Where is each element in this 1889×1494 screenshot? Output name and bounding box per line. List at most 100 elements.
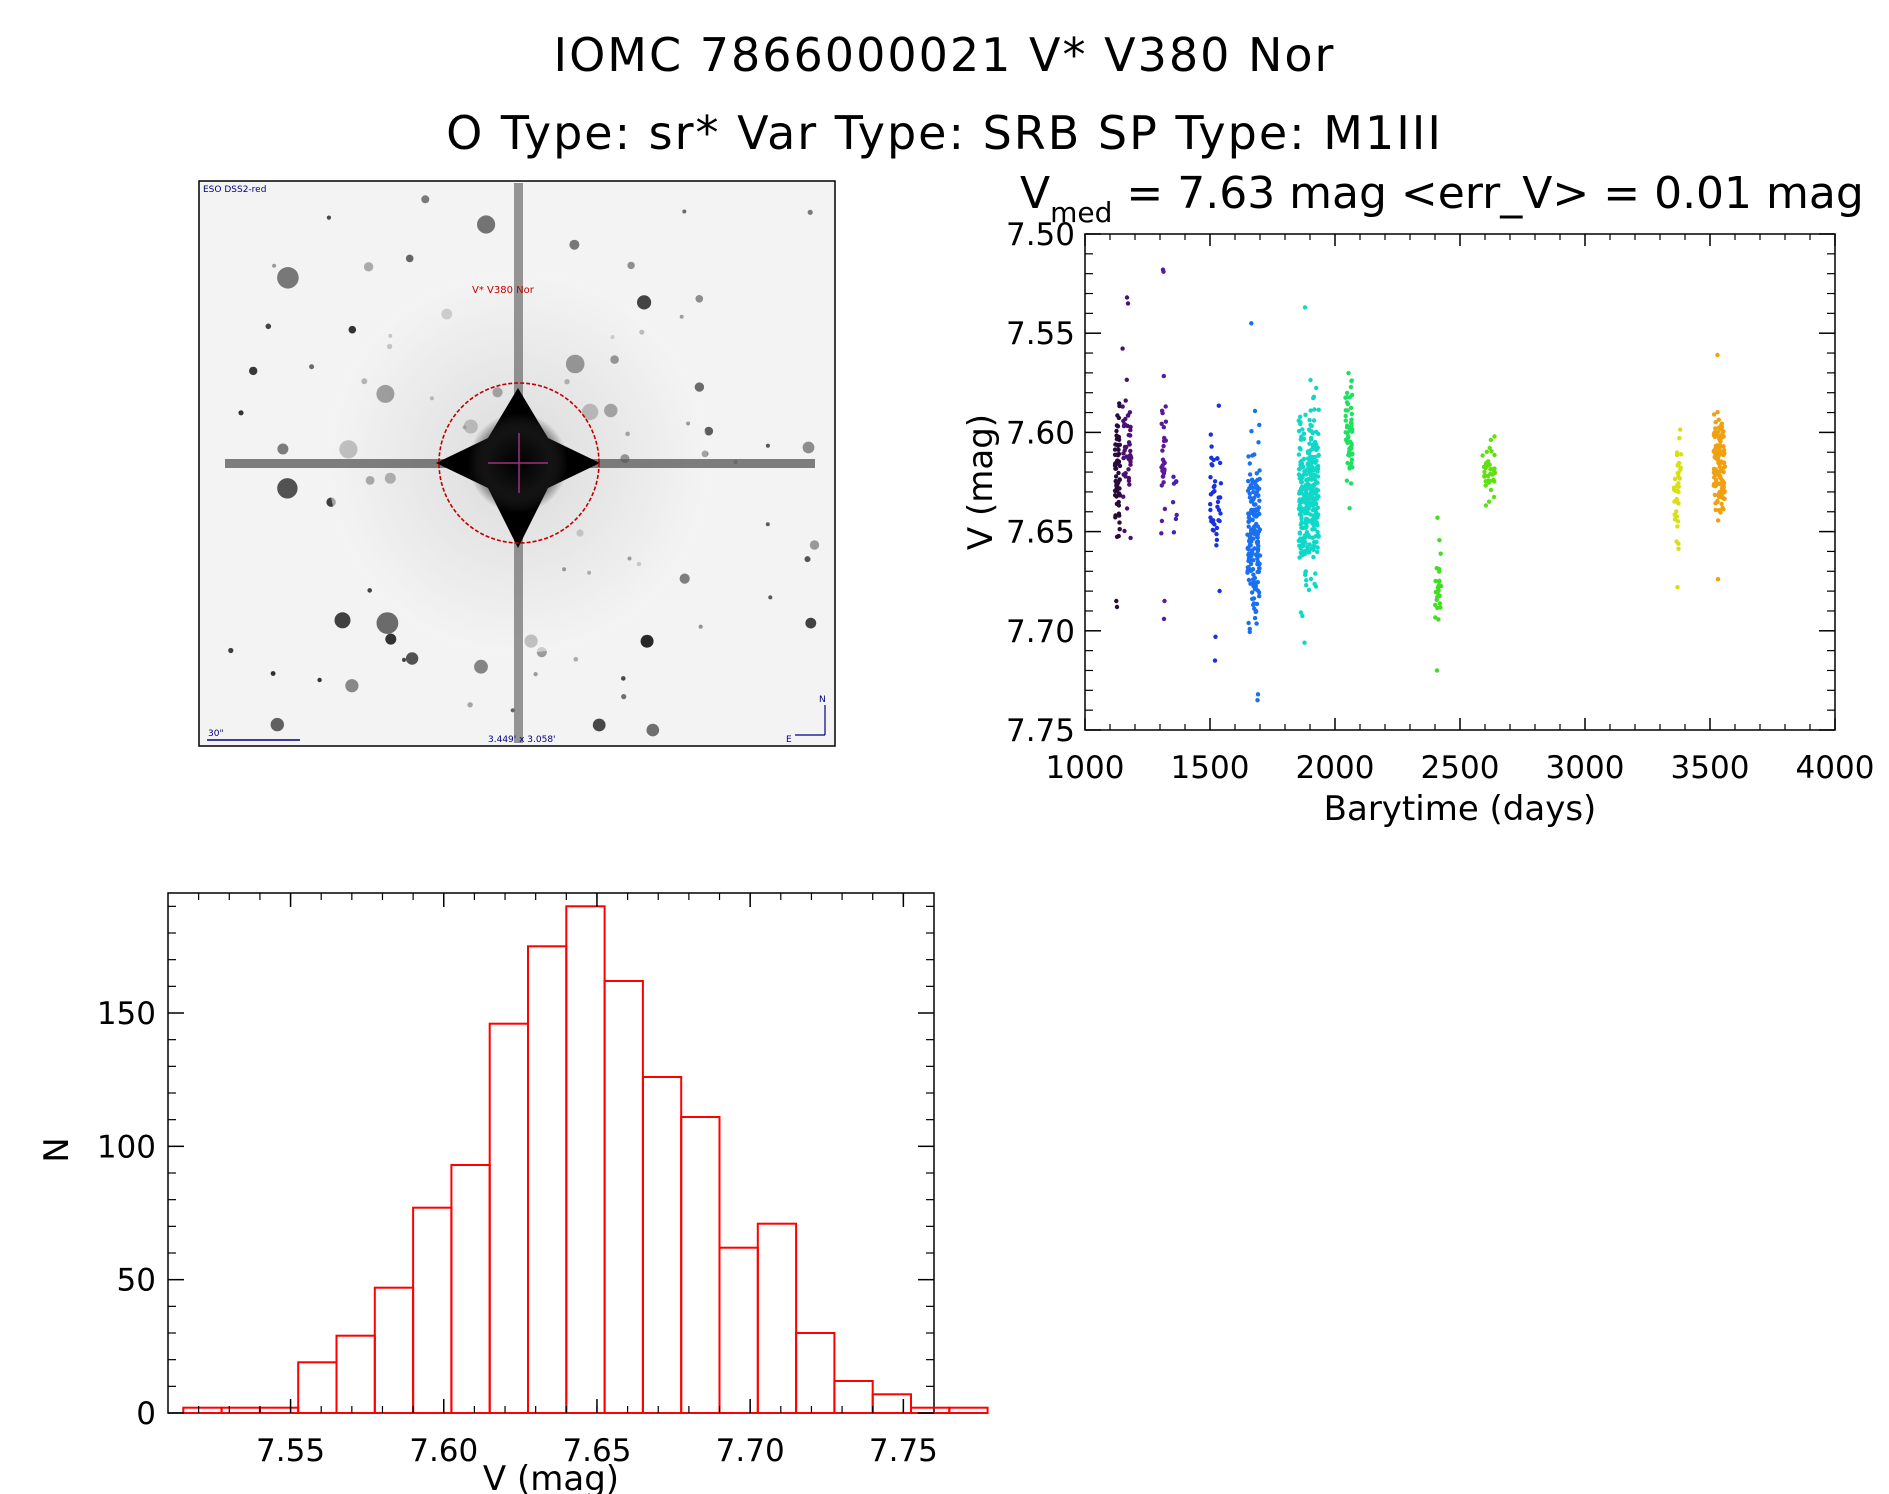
lc-point: [1722, 496, 1727, 501]
lc-point: [1116, 451, 1122, 457]
hist-bar: [795, 1332, 836, 1414]
field-star: [421, 195, 430, 204]
lc-point: [1721, 486, 1726, 491]
lc-point: [1712, 482, 1717, 487]
lc-point: [1128, 535, 1133, 541]
lc-point: [1311, 474, 1317, 479]
lc-point: [1127, 482, 1132, 487]
lc-point: [1300, 613, 1305, 619]
lc-point: [1117, 513, 1122, 518]
lc-point: [1435, 594, 1440, 600]
field-star: [270, 717, 284, 732]
lc-point: [1297, 491, 1302, 496]
lc-point: [1249, 590, 1255, 595]
lc-point: [1486, 459, 1491, 464]
lc-point: [1214, 531, 1219, 537]
hist-bar: [833, 1380, 874, 1414]
lc-point: [1161, 425, 1167, 430]
field-star: [265, 323, 272, 330]
lc-point: [1246, 519, 1252, 524]
lc-point: [1715, 410, 1720, 415]
lc-point: [1308, 576, 1314, 582]
lc-point: [1304, 467, 1310, 473]
lc-point: [1346, 370, 1351, 376]
lc-point: [1711, 412, 1717, 417]
lc-point: [1488, 437, 1494, 443]
lc-point: [1305, 517, 1310, 522]
lc-point: [1161, 480, 1166, 485]
lc-point: [1120, 346, 1125, 351]
lc-point: [1209, 462, 1214, 467]
lc-point: [1712, 447, 1717, 453]
lc-point: [1162, 598, 1167, 604]
lc-point: [1675, 524, 1680, 529]
lc-point: [1483, 465, 1488, 471]
lc-point: [1246, 512, 1252, 517]
lc-point: [1716, 459, 1722, 464]
lc-point: [1246, 524, 1251, 529]
lc-point: [1315, 474, 1321, 479]
lc-point: [1126, 467, 1131, 472]
field-star: [704, 426, 714, 436]
lc-point: [1674, 488, 1679, 494]
lc-point: [1721, 465, 1727, 470]
lc-point: [1306, 549, 1312, 554]
lc-title-v: V: [1020, 168, 1050, 219]
hist-bar: [182, 1406, 223, 1414]
lc-point: [1312, 498, 1317, 503]
field-star: [698, 624, 703, 629]
lc-point: [1492, 434, 1497, 439]
lc-point: [1307, 417, 1312, 423]
lc-point: [1311, 547, 1316, 552]
lc-point: [1257, 498, 1262, 503]
lc-point: [1214, 543, 1219, 548]
hist-bar: [680, 1116, 721, 1414]
lc-point: [1245, 546, 1251, 551]
lc-point: [1301, 465, 1306, 470]
field-star: [367, 588, 373, 593]
field-star: [309, 364, 315, 370]
lc-point: [1116, 533, 1121, 539]
lc-point: [1301, 431, 1307, 436]
lc-point: [1487, 445, 1492, 451]
scale-label: 30": [208, 729, 224, 739]
lc-point: [1215, 456, 1220, 461]
lc-point: [1345, 401, 1351, 407]
lc-point: [1249, 549, 1255, 555]
lc-point: [1126, 475, 1132, 481]
lc-point: [1717, 464, 1722, 469]
field-star: [270, 671, 276, 676]
hist-xtick-label: 7.55: [256, 1433, 325, 1469]
lc-point: [1347, 506, 1352, 511]
lc-point: [1211, 457, 1216, 463]
field-star: [809, 540, 820, 550]
hist-bar: [297, 1361, 338, 1415]
hist-bar: [718, 1246, 759, 1414]
lc-xtick-label: 2500: [1421, 750, 1500, 786]
field-star: [474, 659, 488, 674]
lc-point: [1251, 572, 1256, 577]
lc-point: [1485, 474, 1491, 479]
hist-bar: [756, 1222, 798, 1414]
lc-point: [1113, 466, 1119, 471]
lc-point: [1251, 489, 1256, 495]
lc-point: [1210, 490, 1216, 495]
lc-point: [1345, 435, 1351, 441]
lc-point: [1713, 426, 1718, 431]
lc-point: [1248, 535, 1253, 541]
lc-point: [1161, 443, 1166, 449]
lc-point: [1343, 418, 1349, 423]
lc-point: [1483, 479, 1488, 484]
lc-point: [1247, 461, 1253, 466]
hist-bar: [527, 945, 568, 1414]
lc-point: [1113, 515, 1118, 520]
lc-point: [1212, 658, 1218, 663]
lc-point: [1305, 456, 1311, 461]
field-star: [277, 443, 289, 455]
lc-point: [1344, 478, 1350, 483]
lc-ylabel: V (mag): [961, 414, 1001, 550]
hist-bar: [258, 1406, 300, 1414]
hist-bar: [910, 1406, 951, 1414]
